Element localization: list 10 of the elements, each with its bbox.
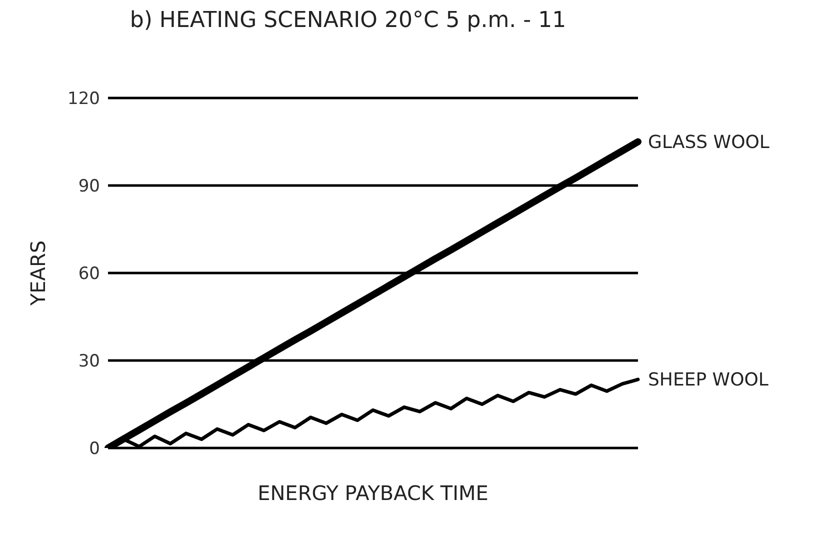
y-tick-label: 90 [78,176,100,197]
y-tick-label: 0 [89,439,100,460]
y-tick-label: 30 [78,352,100,372]
x-axis-title: ENERGY PAYBACK TIME [258,481,488,505]
series-label: SHEEP WOOL [648,369,768,390]
y-tick-label: 60 [78,264,100,284]
series-label: GLASS WOOL [648,132,770,153]
chart-title: b) HEATING SCENARIO 20°C 5 p.m. - 11 [128,8,568,35]
y-axis-title: YEARS [26,240,50,307]
y-tick-label: 120 [68,89,100,110]
